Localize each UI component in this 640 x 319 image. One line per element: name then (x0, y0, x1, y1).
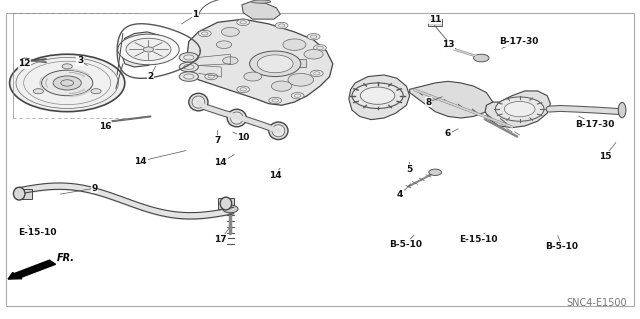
Circle shape (179, 72, 198, 81)
Circle shape (314, 45, 326, 51)
Polygon shape (186, 19, 333, 105)
Circle shape (291, 93, 304, 99)
Text: SNC4-E1500: SNC4-E1500 (566, 298, 627, 308)
Text: 12: 12 (18, 59, 31, 68)
Circle shape (244, 72, 262, 81)
Circle shape (429, 169, 442, 175)
Ellipse shape (192, 96, 205, 108)
Circle shape (42, 70, 93, 96)
Circle shape (62, 64, 72, 69)
Ellipse shape (618, 102, 626, 118)
Circle shape (221, 27, 239, 36)
Circle shape (250, 51, 301, 77)
Circle shape (288, 73, 314, 86)
Text: 17: 17 (214, 235, 227, 244)
Polygon shape (428, 19, 442, 26)
Circle shape (186, 54, 198, 61)
Circle shape (275, 22, 288, 29)
Polygon shape (485, 91, 550, 128)
Text: E-15-10: E-15-10 (460, 235, 498, 244)
Ellipse shape (230, 112, 243, 124)
Text: 13: 13 (442, 40, 454, 49)
Circle shape (198, 30, 211, 37)
Text: 6: 6 (445, 130, 451, 138)
Circle shape (126, 38, 171, 61)
Circle shape (495, 97, 544, 121)
Circle shape (474, 54, 489, 62)
Circle shape (271, 81, 292, 91)
Polygon shape (288, 59, 306, 67)
Polygon shape (349, 75, 410, 120)
Text: 15: 15 (598, 152, 611, 161)
Ellipse shape (13, 187, 25, 200)
Circle shape (20, 58, 31, 63)
Circle shape (257, 55, 293, 73)
Circle shape (504, 101, 535, 117)
Text: 1: 1 (192, 10, 198, 19)
Circle shape (205, 73, 218, 80)
Text: 16: 16 (99, 122, 112, 130)
Text: 14: 14 (269, 171, 282, 180)
Ellipse shape (252, 0, 271, 3)
Circle shape (143, 47, 154, 52)
Circle shape (237, 19, 250, 26)
Ellipse shape (189, 93, 208, 111)
Polygon shape (410, 81, 493, 118)
Circle shape (91, 89, 101, 94)
Polygon shape (16, 189, 32, 199)
Text: 5: 5 (406, 165, 413, 174)
Text: 11: 11 (429, 15, 442, 24)
Circle shape (269, 97, 282, 104)
Circle shape (179, 62, 198, 72)
Circle shape (307, 33, 320, 40)
Text: 10: 10 (237, 133, 250, 142)
Text: 9: 9 (92, 184, 98, 193)
Text: FR.: FR. (56, 253, 74, 263)
Circle shape (53, 76, 81, 90)
Circle shape (360, 87, 395, 104)
Circle shape (237, 86, 250, 93)
Circle shape (283, 39, 306, 50)
Circle shape (216, 41, 232, 48)
Circle shape (310, 70, 323, 77)
FancyArrow shape (8, 260, 56, 279)
Text: 3: 3 (77, 56, 83, 65)
Ellipse shape (272, 125, 285, 137)
Polygon shape (122, 32, 163, 67)
Ellipse shape (269, 122, 288, 140)
Text: 14: 14 (134, 157, 147, 166)
Circle shape (118, 34, 179, 65)
Circle shape (304, 49, 323, 59)
Circle shape (10, 54, 125, 112)
Circle shape (179, 53, 198, 62)
Text: B-5-10: B-5-10 (545, 242, 579, 251)
Ellipse shape (220, 197, 232, 210)
Text: E-15-10: E-15-10 (18, 228, 56, 237)
Circle shape (33, 89, 44, 94)
Circle shape (223, 57, 238, 64)
Circle shape (352, 83, 403, 108)
Text: 4: 4 (397, 190, 403, 199)
Text: 8: 8 (426, 98, 432, 107)
Polygon shape (218, 198, 234, 209)
Text: 7: 7 (214, 136, 221, 145)
Text: B-5-10: B-5-10 (389, 240, 422, 249)
Circle shape (223, 205, 238, 213)
Ellipse shape (227, 109, 246, 127)
Text: 2: 2 (147, 72, 154, 81)
Text: 14: 14 (214, 158, 227, 167)
Polygon shape (242, 2, 280, 19)
Text: B-17-30: B-17-30 (499, 37, 538, 46)
Text: B-17-30: B-17-30 (575, 120, 615, 129)
